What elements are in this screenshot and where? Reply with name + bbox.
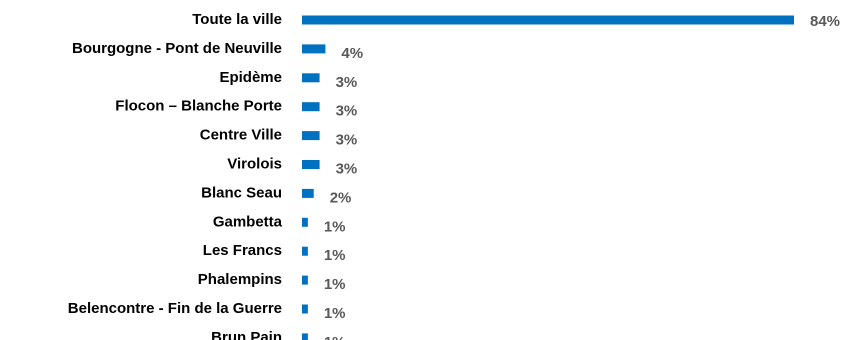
category-label: Flocon – Blanche Porte	[115, 98, 282, 115]
value-label: 3%	[336, 132, 358, 149]
bar	[302, 73, 320, 83]
value-label: 1%	[324, 276, 346, 293]
bar	[302, 304, 308, 314]
category-label: Gambetta	[213, 213, 283, 230]
value-label: 1%	[324, 305, 346, 322]
value-label: 84%	[810, 13, 840, 30]
bar	[302, 160, 320, 169]
category-label: Belencontre - Fin de la Guerre	[68, 300, 282, 317]
bar	[302, 333, 308, 340]
value-label: 2%	[330, 189, 352, 206]
value-label: 4%	[341, 45, 363, 62]
category-label: Bourgogne - Pont de Neuville	[72, 40, 282, 57]
category-label: Les Francs	[203, 242, 282, 259]
value-label: 1%	[324, 247, 346, 264]
category-label: Epidème	[219, 69, 282, 86]
bar	[302, 188, 314, 198]
category-label: Phalempins	[198, 271, 282, 288]
bar	[302, 246, 308, 256]
value-label: 3%	[336, 74, 358, 91]
bar	[302, 275, 308, 285]
bar	[302, 217, 308, 227]
category-label: Centre Ville	[200, 127, 282, 144]
category-label: Virolois	[227, 155, 282, 172]
value-label: 3%	[336, 103, 358, 120]
value-label: 1%	[324, 334, 346, 340]
bar	[302, 131, 320, 141]
category-label: Toute la ville	[192, 11, 282, 28]
value-label: 3%	[336, 160, 358, 177]
bar	[302, 15, 794, 25]
category-label: Brun Pain	[211, 329, 282, 340]
bar	[302, 44, 326, 54]
bar	[302, 102, 320, 112]
value-label: 1%	[324, 218, 346, 235]
category-label: Blanc Seau	[201, 184, 282, 201]
